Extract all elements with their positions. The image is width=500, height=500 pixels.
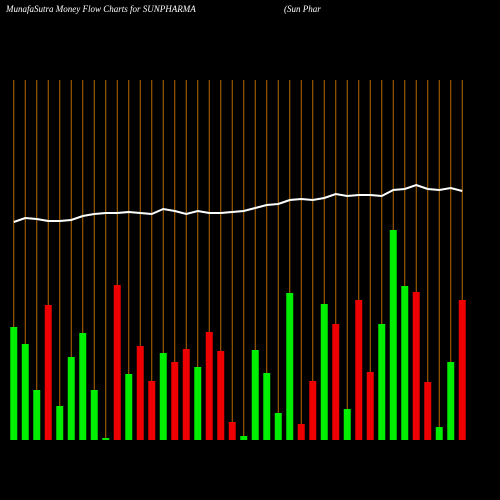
bar — [424, 382, 432, 440]
bar — [263, 373, 271, 440]
bar — [10, 327, 18, 440]
bar — [205, 332, 213, 440]
bar — [125, 374, 133, 440]
bar — [159, 353, 167, 440]
bar — [217, 351, 225, 440]
bar — [320, 304, 328, 440]
bar — [332, 324, 340, 440]
bar — [309, 381, 317, 440]
bar — [21, 344, 29, 440]
bar — [389, 230, 397, 440]
bar — [79, 333, 87, 440]
bar — [378, 324, 386, 440]
bar — [343, 409, 351, 440]
bar — [182, 349, 190, 440]
bar — [171, 362, 179, 440]
bar — [355, 300, 363, 440]
bar — [297, 424, 305, 440]
bar — [401, 286, 409, 440]
bar — [251, 350, 259, 440]
bar — [44, 305, 52, 440]
bar — [286, 293, 294, 440]
bar — [240, 436, 248, 440]
bar — [228, 422, 236, 440]
bar — [148, 381, 156, 440]
bar — [67, 357, 75, 440]
chart-title: MunafaSutra Money Flow Charts for SUNPHA… — [5, 4, 196, 14]
bar — [113, 285, 121, 440]
bar — [412, 292, 420, 440]
bar — [447, 362, 455, 440]
bar — [458, 300, 466, 440]
bar — [33, 390, 41, 440]
bar — [366, 372, 374, 440]
bar — [90, 390, 98, 440]
bar — [136, 346, 144, 440]
bar — [56, 406, 64, 440]
flow-line — [13, 183, 463, 223]
bar — [194, 367, 202, 440]
bar — [435, 427, 443, 440]
bar — [102, 438, 110, 440]
chart-subtitle: (Sun Phar — [284, 4, 321, 14]
bar — [274, 413, 282, 440]
